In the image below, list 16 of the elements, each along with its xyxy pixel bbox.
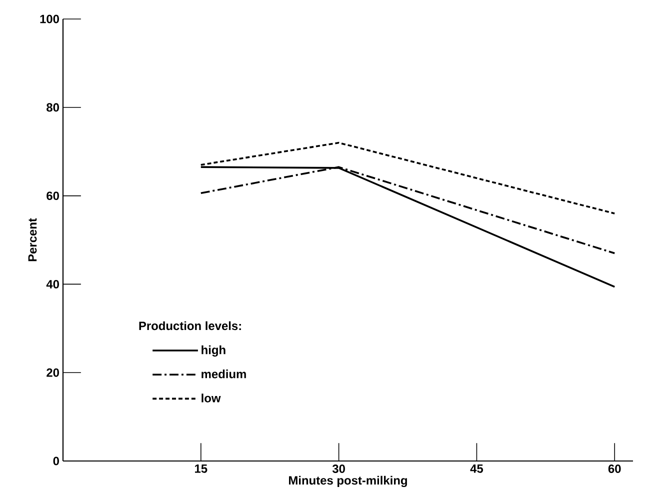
y-tick-label: 80	[46, 103, 59, 112]
legend-label: medium	[202, 370, 246, 378]
y-tick-label: 40	[46, 280, 59, 288]
legend-label: high	[202, 345, 226, 357]
x-tick-label: 30	[332, 464, 345, 474]
y-tick-label: 60	[46, 192, 59, 200]
x-tick-label: 60	[608, 464, 621, 473]
y-axis-title: Percent	[28, 218, 37, 262]
x-axis-title: Minutes post-milking	[289, 476, 407, 488]
legend-title: Production levels:	[139, 321, 241, 330]
y-tick-label: 0	[53, 456, 59, 466]
y-tick-label: 20	[46, 368, 59, 377]
legend-label: low	[202, 394, 221, 402]
x-tick-label: 45	[470, 464, 484, 473]
y-tick-label: 100	[40, 14, 59, 24]
x-tick-label: 15	[195, 464, 208, 473]
